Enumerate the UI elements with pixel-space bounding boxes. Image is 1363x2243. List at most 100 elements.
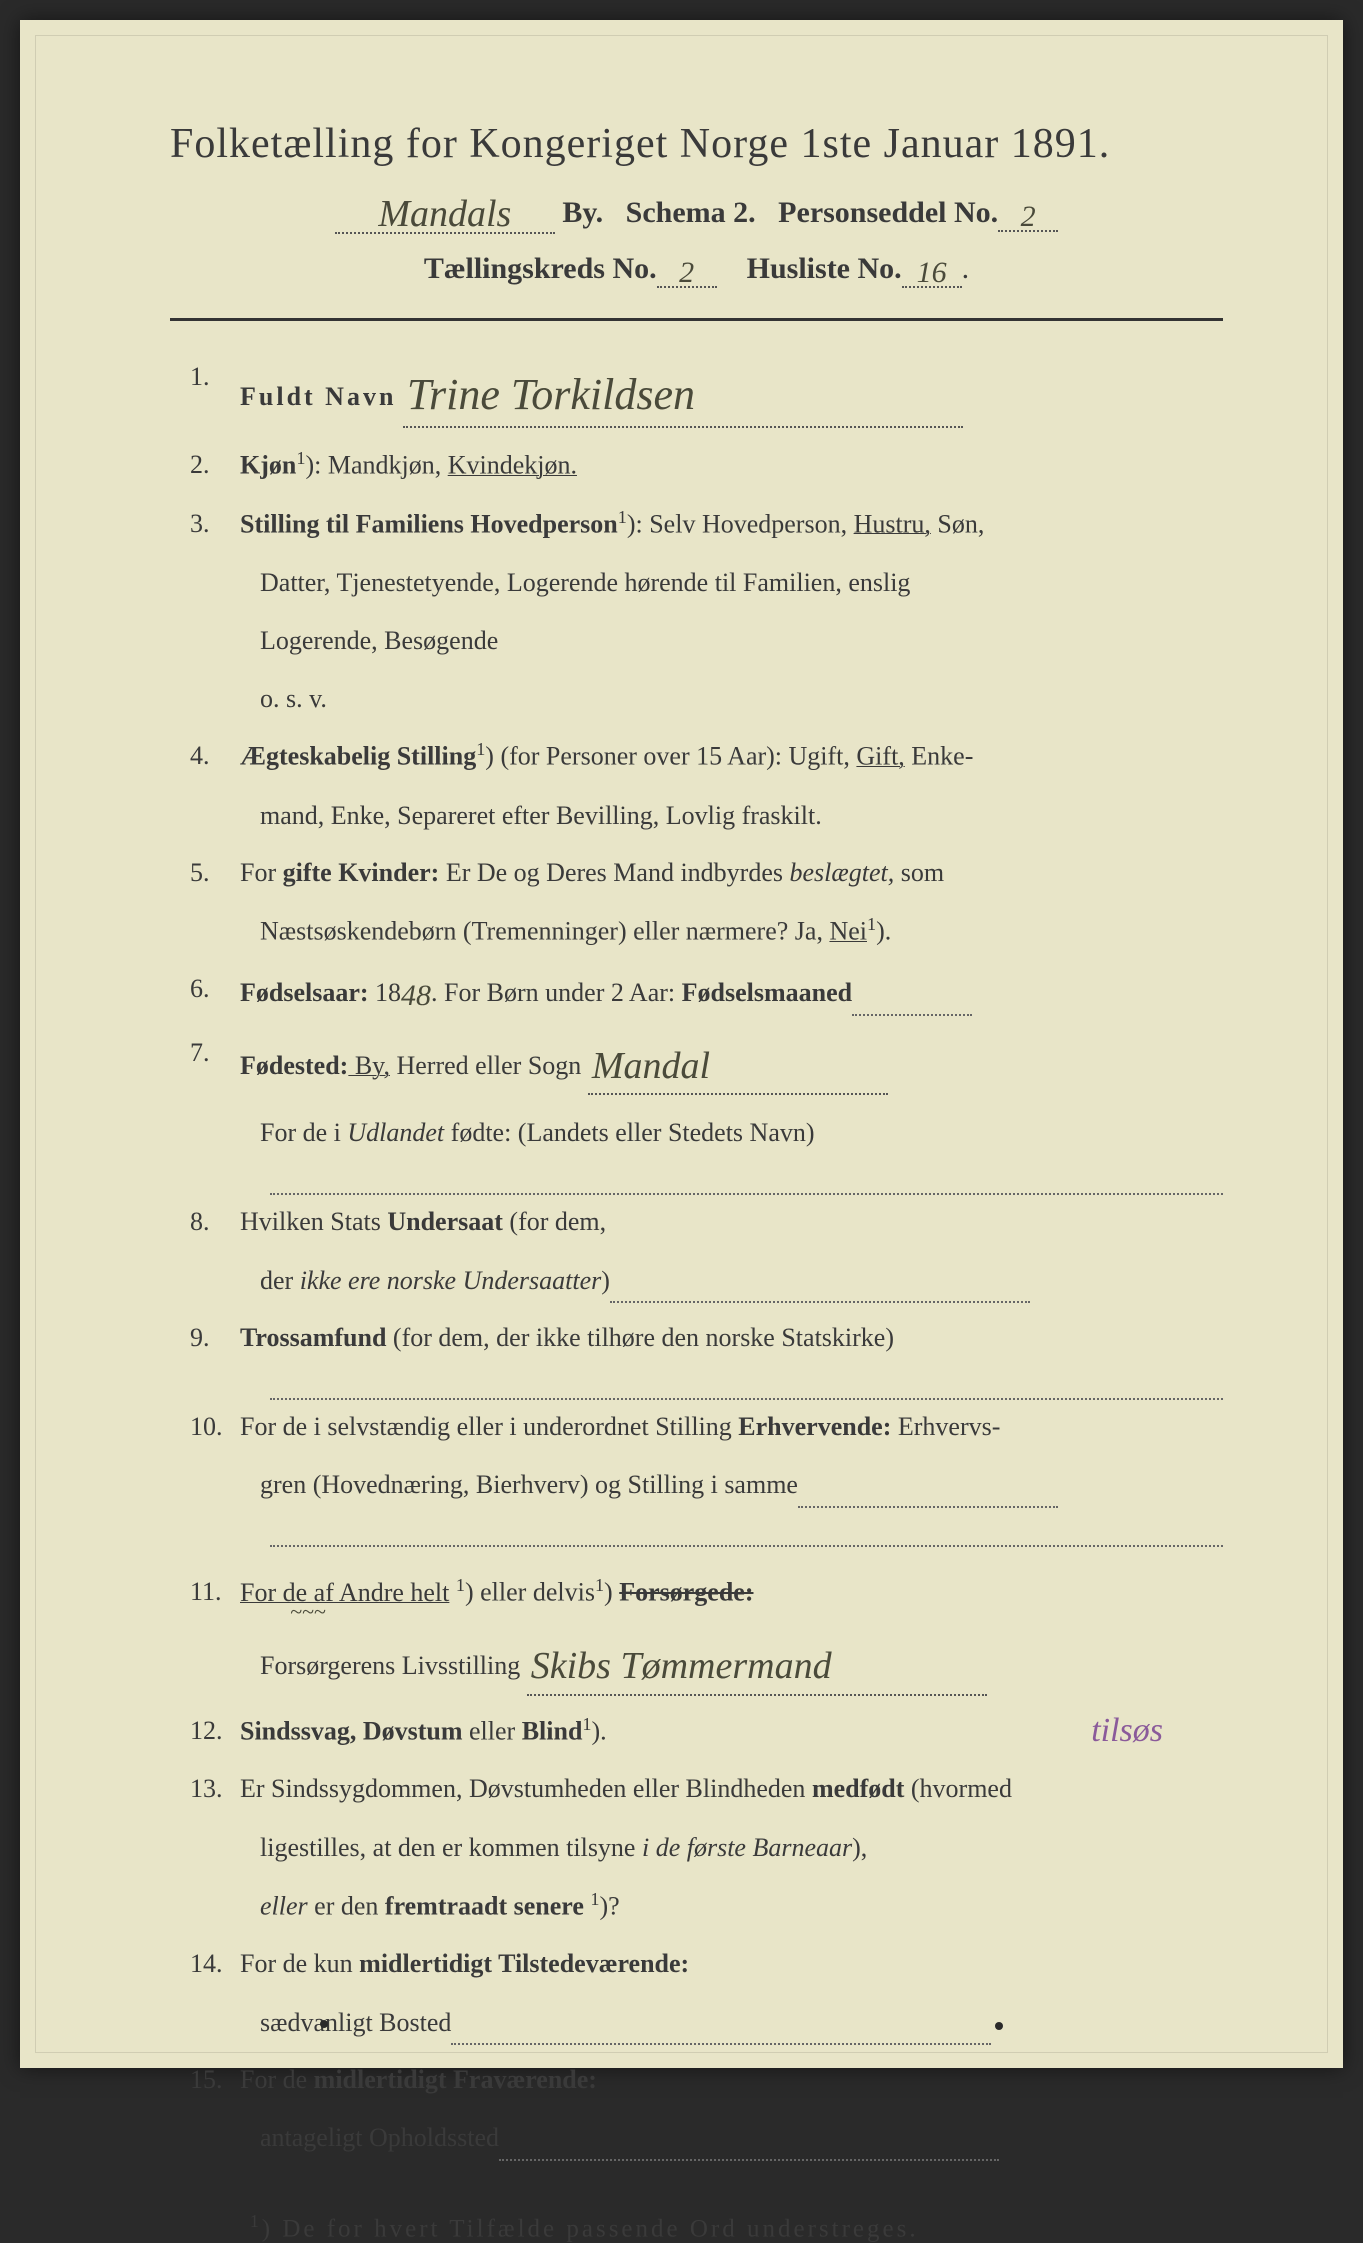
q5-text2: som: [894, 858, 944, 887]
q11-text1: For de af Andre helt: [240, 1578, 449, 1607]
q5-label1: For: [240, 858, 283, 887]
q15-row: 15. For de midlertidigt Fraværende:: [190, 2059, 1223, 2101]
q6-year: 48: [401, 979, 431, 1012]
q5-row: 5. For gifte Kvinder: Er De og Deres Man…: [190, 852, 1223, 894]
q15-line2: antageligt Opholdssted: [190, 2116, 1223, 2160]
schema-label: Schema 2.: [626, 196, 756, 229]
q3-text2: Søn,: [931, 509, 984, 538]
q3-sup: 1: [618, 507, 627, 527]
subtitle-line-2: Tællingskreds No.2 Husliste No.16.: [170, 252, 1223, 288]
footnote-sup: 1: [250, 2211, 262, 2231]
q6-label: Fødselsaar:: [240, 978, 369, 1007]
q3-text1: ): Selv Hovedperson,: [627, 509, 854, 538]
q9-blank: [270, 1374, 1223, 1400]
q8-label: Undersaat: [387, 1207, 503, 1236]
q2-text: ): Mandkjøn,: [305, 451, 447, 480]
hl-no: 16: [917, 256, 947, 289]
q2-row: 2. Kjøn1): Mandkjøn, Kvindekjøn.: [190, 444, 1223, 486]
q11-text3: ): [604, 1578, 619, 1607]
q4-sup: 1: [476, 739, 485, 759]
q4-text1: ) (for Personer over 15 Aar): Ugift,: [485, 742, 856, 771]
q2-underlined: Kvindekjøn.: [448, 451, 577, 480]
q12-text: eller: [463, 1717, 522, 1746]
q5-underlined: Nei: [829, 917, 867, 946]
q11-sup1: 1: [456, 1575, 465, 1595]
q8-italic: ikke ere norske Undersaatter: [300, 1266, 602, 1295]
q3-underlined: Hustru,: [854, 509, 931, 538]
q13-row: 13. Er Sindssygdommen, Døvstumheden elle…: [190, 1768, 1223, 1810]
q10-num: 10.: [190, 1406, 240, 1448]
q8-text1: Hvilken Stats: [240, 1207, 387, 1236]
q13-label1: medfødt: [812, 1774, 904, 1803]
q4-text2: Enke-: [905, 742, 974, 771]
q10-blank2: [270, 1522, 1223, 1548]
q8-line2: der ikke ere norske Undersaatter): [190, 1259, 1223, 1303]
q10-line2-text: gren (Hovednæring, Bierhverv) og Stillin…: [260, 1470, 798, 1499]
q14-text: For de kun: [240, 1949, 359, 1978]
q15-blank: [499, 2127, 999, 2161]
q13-num: 13.: [190, 1768, 240, 1810]
q12-row: 12. Sindssvag, Døvstum eller Blind1). ti…: [190, 1710, 1223, 1752]
q7-underlined: By,: [348, 1051, 390, 1080]
q11-value: Skibs Tømmermand: [531, 1645, 832, 1687]
q15-label: midlertidigt Fraværende:: [314, 2065, 597, 2094]
q9-text: (for dem, der ikke tilhøre den norske St…: [386, 1323, 894, 1352]
q11-line2: Forsørgerens Livsstilling Skibs Tømmerma…: [190, 1630, 1223, 1697]
q3-label: Stilling til Familiens Hovedperson: [240, 509, 618, 538]
ink-mark: [320, 2020, 328, 2028]
q14-num: 14.: [190, 1943, 240, 1985]
q1-name-value: Trine Torkildsen: [407, 370, 695, 419]
q2-label: Kjøn: [240, 451, 296, 480]
q3-line3: Logerende, Besøgende: [190, 619, 1223, 663]
q12-label: Sindssvag, Døvstum: [240, 1717, 463, 1746]
footnote-text: ) De for hvert Tilfælde passende Ord und…: [262, 2215, 919, 2242]
q12-label2: Blind: [522, 1717, 583, 1746]
q4-label: Ægteskabelig Stilling: [240, 742, 476, 771]
q8-num: 8.: [190, 1201, 240, 1243]
q6-prefix: 18: [369, 978, 402, 1007]
personseddel-no: 2: [1021, 200, 1036, 233]
q4-underlined: Gift,: [856, 742, 904, 771]
q8-blank: [610, 1269, 1030, 1303]
q8-line2b: ): [601, 1266, 610, 1295]
q10-row: 10. For de i selvstændig eller i underor…: [190, 1406, 1223, 1448]
q11-sup2: 1: [595, 1575, 604, 1595]
q13-label2: fremtraadt senere: [385, 1892, 584, 1921]
q7-line2b: fødte: (Landets eller Stedets Navn): [444, 1118, 814, 1147]
q10-text2: Erhvervs-: [891, 1412, 1000, 1441]
form-body: 1. Fuldt Navn Trine Torkildsen 2. Kjøn1)…: [170, 356, 1223, 2161]
q6-text: . For Børn under 2 Aar:: [431, 978, 682, 1007]
census-form-page: Folketælling for Kongeriget Norge 1ste J…: [20, 20, 1343, 2068]
ink-mark: [995, 2022, 1003, 2030]
q5-italic1: beslægtet,: [790, 858, 895, 887]
q7-row: 7. Fødested: By, Herred eller Sogn Manda…: [190, 1032, 1223, 1095]
q5-text1: Er De og Deres Mand indbyrdes: [439, 858, 789, 887]
q14-label: midlertidigt Tilstedeværende:: [359, 1949, 689, 1978]
hl-label: Husliste No.: [747, 252, 902, 285]
q13-line2a: ligestilles, at den er kommen tilsyne: [260, 1833, 642, 1862]
q4-line2: mand, Enke, Separeret efter Bevilling, L…: [190, 794, 1223, 838]
q11-value2: tilsøs: [1091, 1704, 1163, 1758]
q13-text2: (hvormed: [904, 1774, 1012, 1803]
q9-row: 9. Trossamfund (for dem, der ikke tilhør…: [190, 1317, 1223, 1359]
q6-blank: [852, 983, 972, 1017]
q13-line3a: eller: [260, 1892, 308, 1921]
q13-line3c: )?: [600, 1892, 620, 1921]
q4-row: 4. Ægteskabelig Stilling1) (for Personer…: [190, 735, 1223, 777]
q5-line2a: Næstsøskendebørn (Tremenninger) eller næ…: [260, 917, 829, 946]
q9-label: Trossamfund: [240, 1323, 386, 1352]
q5-line2b: ).: [876, 917, 891, 946]
header-divider: [170, 318, 1223, 321]
q7-text1: Herred eller Sogn: [390, 1051, 581, 1080]
q4-num: 4.: [190, 735, 240, 777]
q14-line2: sædvanligt Bosted: [190, 2001, 1223, 2045]
q7-value: Mandal: [592, 1045, 710, 1087]
q6-row: 6. Fødselsaar: 1848. For Børn under 2 Aa…: [190, 968, 1223, 1016]
q5-sup: 1: [867, 914, 876, 934]
city-handwritten: Mandals: [378, 193, 511, 235]
q11-label: Forsørgede:: [619, 1578, 753, 1607]
q5-line2: Næstsøskendebørn (Tremenninger) eller næ…: [190, 909, 1223, 954]
q10-line2: gren (Hovednæring, Bierhverv) og Stillin…: [190, 1463, 1223, 1507]
q15-line2-text: antageligt Opholdssted: [260, 2123, 499, 2152]
q6-label2: Fødselsmaaned: [682, 978, 852, 1007]
